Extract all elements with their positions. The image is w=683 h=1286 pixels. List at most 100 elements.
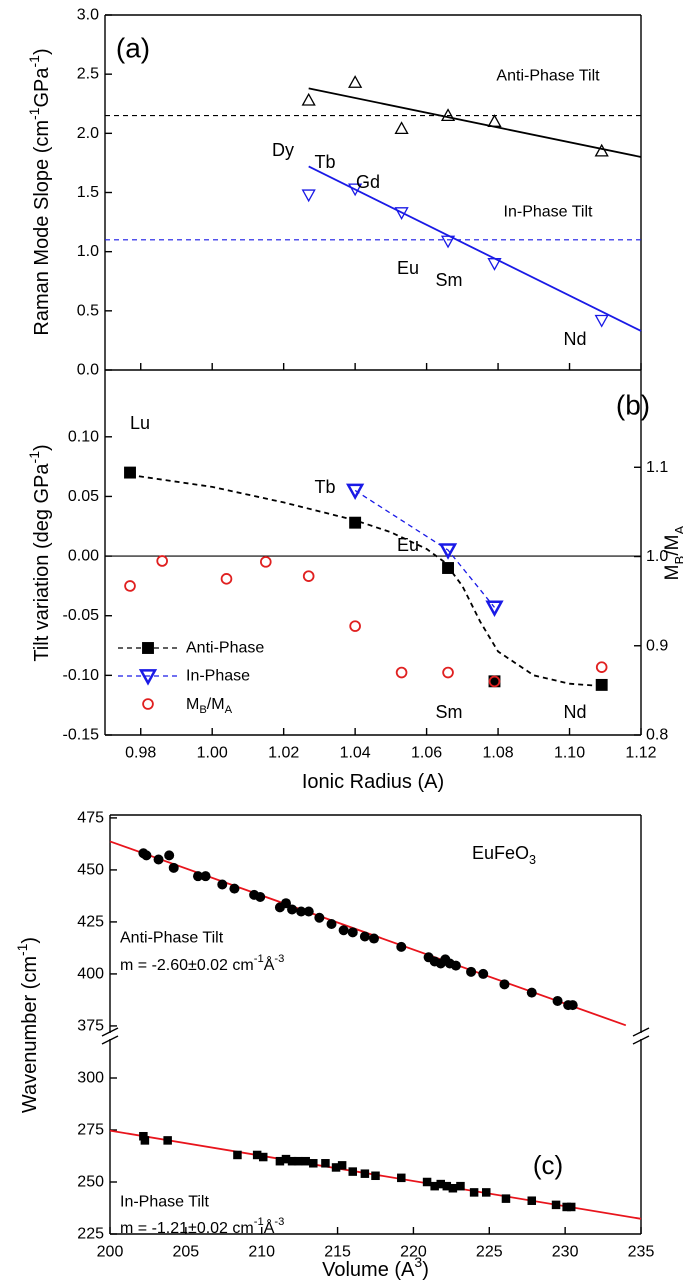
point [487, 258, 502, 271]
annotation: Sm [436, 270, 463, 290]
point [501, 1194, 511, 1203]
point [164, 850, 175, 861]
point [469, 1188, 479, 1197]
point [348, 1167, 357, 1176]
point [562, 1202, 571, 1212]
text-part: ) [31, 48, 53, 55]
series-label: In-Phase Tilt [504, 204, 593, 221]
y-tick-label: 475 [77, 809, 104, 826]
point [478, 968, 489, 979]
annotation: Nd [563, 329, 586, 349]
y-tick-label: 0.10 [68, 428, 99, 445]
text-part: Å [264, 1218, 275, 1237]
x-tick-label: 200 [97, 1244, 124, 1261]
point [293, 1156, 303, 1166]
text-part: ) [422, 1259, 429, 1281]
point [141, 850, 152, 861]
break-gap [102, 1033, 118, 1039]
point [296, 906, 307, 917]
x-tick-label: 205 [173, 1244, 200, 1261]
point [594, 143, 609, 157]
point [552, 995, 563, 1006]
annotation: Eu [397, 535, 419, 555]
x-axis-label: Volume (A3) [322, 1254, 429, 1281]
point [348, 183, 363, 197]
point [301, 189, 316, 203]
point [168, 862, 179, 873]
annotation: m = -1.21±0.02 cm-1Å-3 [120, 1216, 284, 1237]
point [287, 904, 298, 915]
y2-axis-label: MB/MA [662, 526, 683, 581]
point [436, 1179, 445, 1189]
point [301, 1156, 310, 1166]
annotation: Eu [397, 258, 419, 278]
point [252, 1150, 262, 1160]
x-tick-label: 1.00 [197, 745, 228, 762]
annotation: Nd [563, 702, 586, 722]
annotation: EuFeO3 [472, 843, 536, 867]
x-axis-label: Ionic Radius (A) [302, 771, 444, 793]
y-tick-label: 275 [77, 1122, 104, 1139]
point [287, 1156, 297, 1166]
text-part: -1 [14, 943, 30, 956]
point [275, 1156, 285, 1166]
point [217, 879, 228, 890]
point [309, 1159, 318, 1168]
point [326, 919, 337, 929]
y-tick-label: -0.15 [63, 727, 100, 744]
text-part: Å [264, 955, 275, 974]
series-label: In-Phase Tilt [120, 1194, 209, 1211]
point [551, 1200, 561, 1210]
x-tick-label: 215 [324, 1244, 351, 1261]
point [348, 75, 363, 88]
y-tick-label: 300 [77, 1070, 104, 1087]
plots: 0.0 0.5 1.0 1.5 2.0 2.5 3.0 Anti-Phase Tilt In-P… [14, 7, 683, 1282]
break-mark [101, 1035, 119, 1045]
y2-tick-label: 0.9 [646, 637, 668, 654]
x-tick-label: 235 [628, 1244, 655, 1261]
point [566, 1202, 576, 1212]
legend-label: MB/MA [186, 696, 233, 717]
x-tick-label: 1.02 [268, 745, 299, 762]
y-tick-label: 2.5 [77, 66, 99, 83]
point [371, 1171, 380, 1181]
point [156, 555, 168, 567]
point [440, 235, 456, 249]
point [346, 483, 365, 501]
y-tick-label: 425 [77, 913, 104, 930]
point [487, 114, 502, 127]
point [233, 1150, 242, 1160]
text-part: -3 [274, 1216, 284, 1228]
text-part: B [672, 556, 683, 565]
point [321, 1159, 330, 1168]
annotation: (c) [533, 1150, 563, 1180]
y-tick-label: 3.0 [77, 7, 99, 24]
point [567, 1000, 578, 1011]
point [258, 1152, 268, 1162]
series-line [354, 489, 495, 608]
annotation: (b) [616, 390, 650, 421]
point [499, 979, 510, 990]
text-part: M [186, 696, 199, 713]
point [482, 1188, 491, 1197]
point [466, 966, 477, 977]
axis-break [101, 1027, 650, 1045]
annotation: Tb [314, 152, 335, 172]
y-axis-label: Tilt variation (deg GPa-1) [26, 444, 53, 661]
y-tick-label: 225 [77, 1226, 104, 1243]
point [349, 620, 361, 632]
y-tick-label: 0.05 [68, 488, 99, 505]
point [430, 1181, 439, 1191]
x-tick-label: 210 [248, 1244, 275, 1261]
text-part: A [672, 526, 683, 535]
point [397, 1173, 406, 1183]
point [302, 570, 315, 582]
point [442, 1181, 452, 1191]
annotation: Dy [272, 140, 294, 160]
y2-tick-label: 1.0 [646, 548, 668, 565]
text-part: /M [207, 696, 225, 713]
point [395, 666, 408, 679]
x-tick-label: 1.12 [625, 745, 656, 762]
y-tick-label: 250 [77, 1174, 104, 1191]
